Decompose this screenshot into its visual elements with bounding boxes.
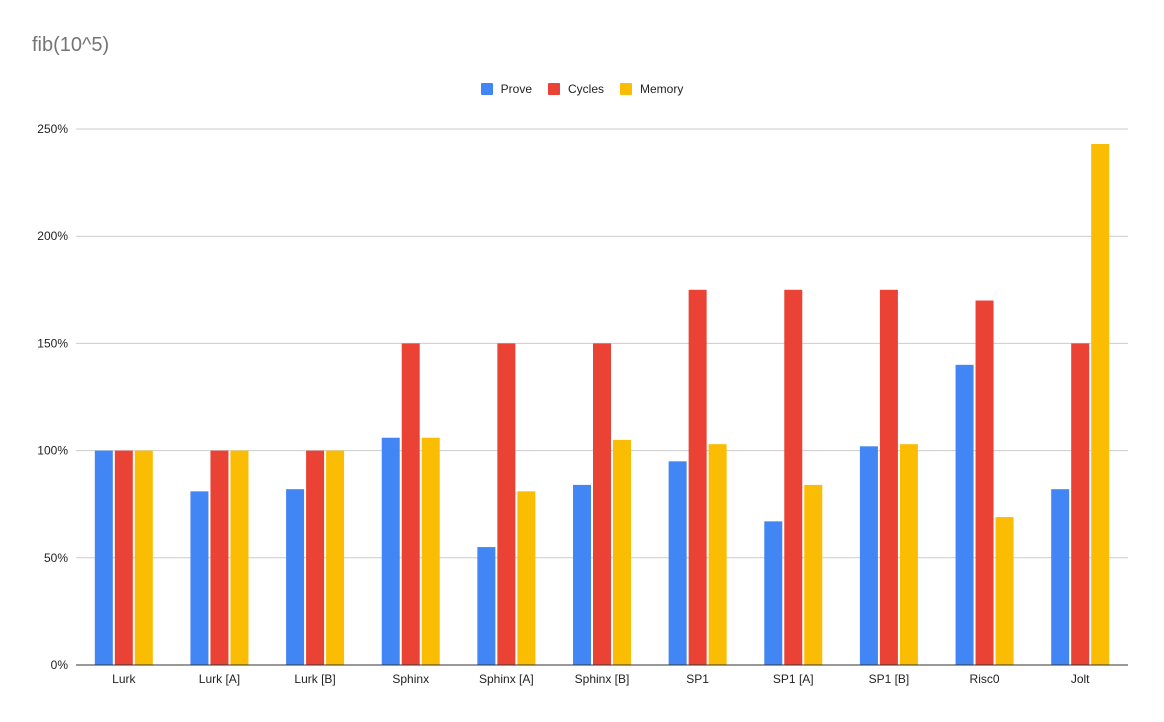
bar-cycles <box>497 343 516 665</box>
bar-prove <box>190 491 209 665</box>
bar-cycles <box>593 343 611 665</box>
bar-cycles <box>306 450 325 665</box>
bar-memory <box>134 450 153 665</box>
x-tick-label: SP1 [A] <box>773 672 814 686</box>
x-tick-label: Jolt <box>1071 672 1090 686</box>
x-tick-label: Sphinx <box>392 672 429 686</box>
bar-memory <box>899 444 918 665</box>
bar-cycles <box>879 289 898 665</box>
legend-label-memory: Memory <box>640 82 684 96</box>
y-tick-label: 150% <box>37 336 68 350</box>
x-tick-label: Sphinx [B] <box>575 672 630 686</box>
bar-memory <box>1091 144 1110 665</box>
legend-item-memory: Memory <box>620 82 683 96</box>
y-tick-label: 0% <box>51 658 69 672</box>
bar-prove <box>573 484 591 665</box>
bar-prove <box>1051 489 1070 665</box>
legend-label-cycles: Cycles <box>568 82 605 96</box>
bar-cycles <box>401 343 420 665</box>
bar-memory <box>517 491 536 665</box>
bar-prove <box>764 521 783 665</box>
bar-memory <box>613 439 631 665</box>
bar-cycles <box>1071 343 1090 665</box>
x-tick-label: Sphinx [A] <box>479 672 534 686</box>
axes: 0% 50% 100% 150% 200% 250% Lurk Lurk [A] Lurk [B… <box>37 122 1128 686</box>
bar-memory <box>804 484 823 665</box>
y-tick-label: 50% <box>44 551 68 565</box>
x-tick-label: SP1 [B] <box>869 672 910 686</box>
bar-cycles <box>210 450 229 665</box>
legend: Prove Cycles Memory <box>0 82 1164 96</box>
bar-memory <box>421 437 440 665</box>
bar-prove <box>859 446 878 665</box>
legend-item-cycles: Cycles <box>548 82 604 96</box>
x-tick-label: SP1 <box>686 672 709 686</box>
legend-swatch-memory <box>620 83 633 95</box>
x-tick-label: Lurk <box>112 672 136 686</box>
legend-swatch-prove <box>480 83 493 95</box>
bar-prove <box>477 547 496 665</box>
legend-item-prove: Prove <box>480 82 532 96</box>
legend-swatch-cycles <box>548 83 560 95</box>
bar-cycles <box>975 300 994 665</box>
bar-memory <box>326 450 345 665</box>
bars <box>94 144 1110 665</box>
bar-cycles <box>784 289 803 665</box>
bar-prove <box>94 450 113 665</box>
bar-prove <box>286 489 305 665</box>
bar-prove <box>668 461 687 665</box>
x-tick-label: Lurk [B] <box>294 672 335 686</box>
bar-memory <box>995 517 1014 665</box>
y-tick-label: 250% <box>37 122 68 136</box>
bar-cycles <box>114 450 133 665</box>
bar-prove <box>381 437 400 665</box>
y-tick-label: 200% <box>37 229 68 243</box>
x-tick-label: Risc0 <box>970 672 1000 686</box>
x-tick-label: Lurk [A] <box>199 672 240 686</box>
chart-title: fib(10^5) <box>32 34 110 56</box>
bar-memory <box>708 444 727 665</box>
y-tick-label: 100% <box>37 444 68 458</box>
legend-label-prove: Prove <box>500 82 532 96</box>
bar-prove <box>955 364 974 665</box>
bar-cycles <box>688 289 707 665</box>
bar-memory <box>230 450 249 665</box>
